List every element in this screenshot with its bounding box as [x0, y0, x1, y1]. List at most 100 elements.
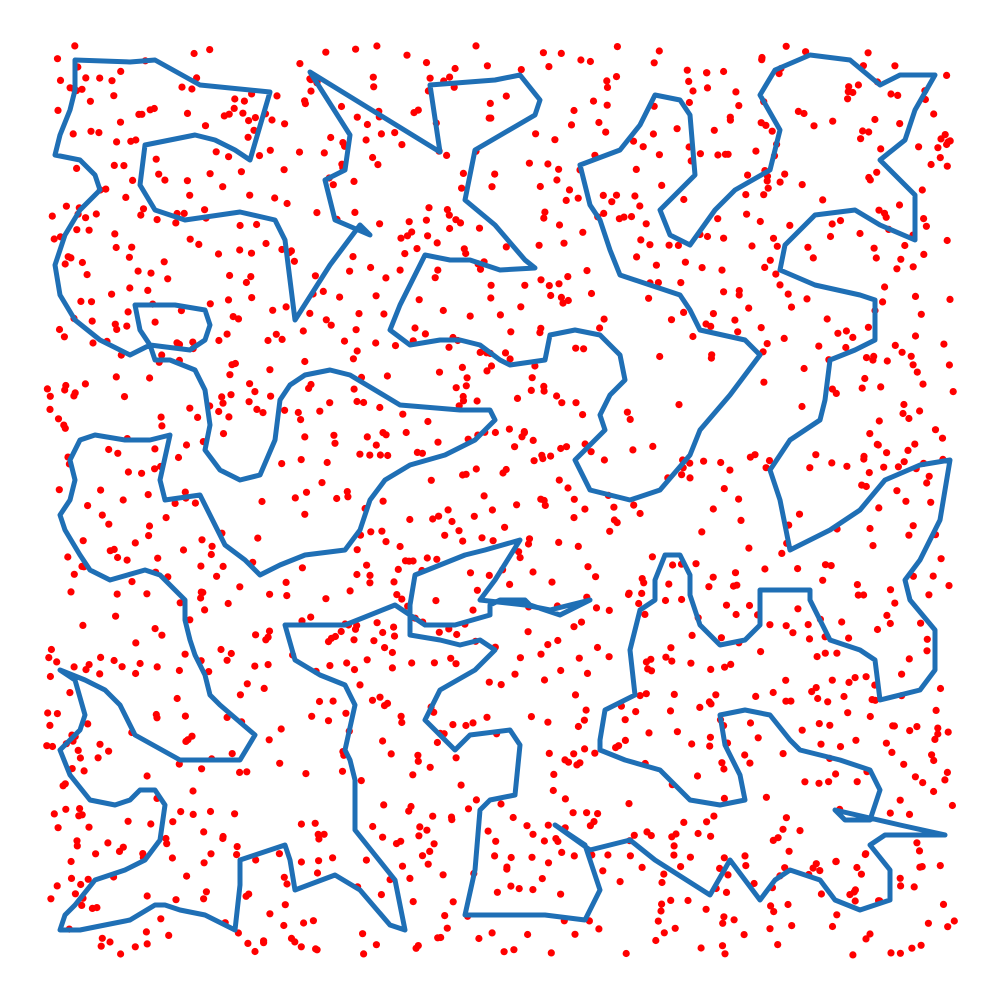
point: [240, 97, 248, 105]
point: [918, 186, 926, 194]
point: [813, 653, 821, 661]
point: [638, 589, 646, 598]
point: [383, 699, 392, 708]
point: [213, 572, 221, 580]
point: [812, 451, 820, 459]
point: [143, 590, 151, 598]
point: [177, 808, 185, 816]
point: [113, 138, 121, 146]
point: [939, 900, 948, 909]
point: [78, 85, 86, 93]
point: [894, 91, 902, 99]
point: [919, 779, 927, 787]
point: [191, 499, 199, 507]
point: [720, 794, 729, 803]
point: [766, 621, 774, 629]
point: [181, 712, 189, 720]
point: [55, 325, 64, 334]
point: [326, 399, 334, 407]
point: [720, 288, 728, 296]
point: [930, 756, 938, 765]
point: [594, 810, 602, 818]
point: [154, 554, 162, 562]
point: [573, 761, 581, 769]
point: [271, 194, 279, 202]
point: [938, 434, 947, 442]
point: [143, 940, 151, 948]
point: [915, 847, 924, 855]
point: [836, 743, 845, 751]
point: [545, 282, 553, 290]
point: [430, 840, 438, 848]
point: [426, 763, 434, 771]
point: [266, 910, 274, 918]
point: [499, 469, 507, 477]
point: [858, 384, 866, 392]
point: [693, 772, 702, 780]
point: [824, 698, 832, 706]
point: [277, 725, 285, 733]
point: [680, 308, 688, 316]
point: [88, 317, 96, 325]
point: [555, 280, 563, 288]
point: [480, 492, 488, 500]
point: [390, 578, 398, 586]
point: [805, 635, 814, 643]
point: [244, 133, 252, 141]
point: [398, 862, 407, 870]
point: [92, 210, 100, 218]
point: [941, 776, 949, 784]
point: [352, 45, 360, 53]
point: [245, 890, 253, 898]
point: [483, 367, 491, 375]
point: [574, 722, 583, 731]
point: [399, 410, 407, 418]
point: [946, 295, 954, 303]
point: [621, 716, 629, 724]
point: [801, 778, 809, 786]
point: [266, 146, 274, 154]
point: [505, 425, 513, 433]
point: [60, 421, 68, 429]
point: [71, 389, 79, 397]
point: [674, 241, 683, 249]
point: [547, 291, 555, 300]
point: [372, 339, 380, 347]
point: [301, 510, 309, 518]
point: [579, 411, 587, 419]
point: [466, 312, 474, 320]
point: [862, 482, 870, 491]
point: [138, 110, 146, 118]
point: [721, 663, 729, 671]
point: [583, 267, 591, 275]
point: [96, 74, 104, 82]
point: [649, 442, 657, 450]
point: [899, 409, 907, 418]
point: [647, 832, 655, 840]
point: [758, 56, 766, 64]
point: [180, 209, 188, 217]
point: [423, 554, 431, 562]
point: [707, 665, 715, 674]
point: [925, 472, 933, 480]
point: [299, 327, 307, 335]
point: [302, 488, 311, 496]
point: [435, 512, 443, 520]
point: [906, 727, 914, 735]
point: [625, 800, 633, 808]
point: [517, 66, 525, 74]
point: [372, 441, 380, 449]
point: [425, 204, 433, 212]
point: [648, 553, 657, 561]
point: [372, 941, 380, 949]
point: [408, 659, 416, 667]
point: [433, 239, 441, 247]
point: [670, 851, 678, 859]
point: [169, 818, 177, 826]
point: [562, 443, 571, 451]
point: [186, 616, 194, 624]
point: [54, 824, 62, 832]
point: [875, 206, 883, 214]
point: [171, 499, 179, 507]
